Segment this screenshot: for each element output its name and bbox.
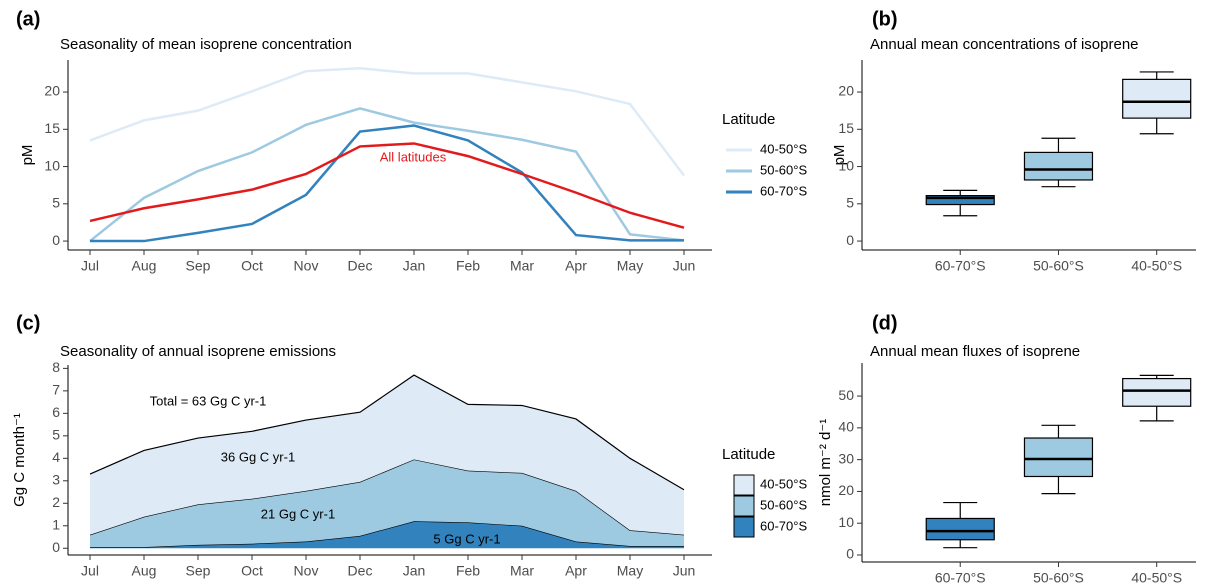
y-tick-label: 0	[52, 232, 60, 248]
area-band	[90, 521, 684, 549]
series-line	[89, 107, 685, 243]
panel-label: (a)	[16, 8, 40, 30]
x-tick-label: 50-60°S	[1033, 258, 1084, 274]
box	[1023, 151, 1094, 181]
legend-swatch	[733, 474, 755, 496]
y-axis-label: nmol m⁻² d⁻¹	[817, 419, 834, 507]
x-tick-label: Jan	[403, 563, 426, 579]
x-tick-label: Feb	[456, 258, 480, 274]
x-tick-label: Dec	[348, 258, 373, 274]
panel-title: Annual mean fluxes of isoprene	[870, 343, 1080, 360]
y-tick-label: 2	[52, 494, 60, 510]
panel-title: Annual mean concentrations of isoprene	[870, 36, 1139, 53]
y-tick-label: 0	[846, 232, 854, 248]
x-tick-label: Aug	[132, 563, 157, 579]
area-edge	[90, 520, 684, 548]
x-tick-label: Mar	[510, 258, 534, 274]
panel-label: (d)	[872, 312, 898, 334]
x-tick-label: Dec	[348, 563, 373, 579]
y-tick-label: 15	[44, 120, 60, 136]
x-tick-label: Jun	[673, 563, 696, 579]
y-tick-label: 8	[52, 359, 60, 375]
x-tick-label: Sep	[186, 258, 211, 274]
legend-label: 60-70°S	[760, 518, 807, 533]
legend-label: 40-50°S	[760, 141, 807, 156]
y-tick-label: 15	[838, 120, 854, 136]
series-line	[89, 66, 685, 177]
y-tick-label: 20	[838, 83, 854, 99]
y-tick-label: 50	[838, 387, 854, 403]
x-tick-label: Nov	[294, 258, 319, 274]
y-tick-label: 5	[52, 195, 60, 211]
legend-label: 50-60°S	[760, 162, 807, 177]
x-tick-label: Feb	[456, 563, 480, 579]
x-tick-label: Apr	[565, 258, 587, 274]
annotation: Total = 63 Gg C yr-1	[150, 393, 267, 408]
x-tick-label: 60-70°S	[935, 570, 986, 586]
box	[1122, 78, 1192, 119]
y-tick-label: 20	[44, 83, 60, 99]
y-tick-label: 10	[838, 157, 854, 173]
box	[925, 195, 995, 206]
box	[1023, 437, 1094, 478]
x-tick-label: Apr	[565, 563, 587, 579]
x-tick-label: May	[617, 258, 643, 274]
x-tick-label: May	[617, 563, 643, 579]
panel-label: (c)	[16, 312, 40, 334]
x-tick-label: Jun	[673, 258, 696, 274]
x-tick-label: 60-70°S	[935, 258, 986, 274]
area-edge	[89, 374, 685, 491]
y-tick-label: 0	[52, 539, 60, 555]
area-band	[90, 375, 684, 535]
annotation: 5 Gg C yr-1	[433, 531, 500, 546]
x-tick-label: Jul	[81, 258, 99, 274]
x-tick-label: Oct	[241, 563, 263, 579]
y-tick-label: 0	[846, 546, 854, 562]
area-band	[90, 459, 684, 548]
box	[925, 517, 995, 541]
y-tick-label: 30	[838, 450, 854, 466]
y-tick-label: 3	[52, 472, 60, 488]
x-tick-label: 50-60°S	[1033, 570, 1084, 586]
annotation: 21 Gg C yr-1	[261, 506, 335, 521]
box	[1122, 377, 1192, 407]
y-tick-label: 10	[44, 157, 60, 173]
x-tick-label: Jul	[81, 563, 99, 579]
x-tick-label: Mar	[510, 563, 534, 579]
y-tick-label: 1	[52, 516, 60, 532]
x-tick-label: 40-50°S	[1131, 258, 1182, 274]
series-line	[90, 124, 684, 243]
x-tick-label: Sep	[186, 563, 211, 579]
legend-label: 60-70°S	[760, 183, 807, 198]
legend-title: Latitude	[722, 446, 775, 463]
overall-line	[89, 142, 685, 229]
annotation: 36 Gg C yr-1	[221, 449, 295, 464]
x-tick-label: Oct	[241, 258, 263, 274]
y-tick-label: 5	[846, 195, 854, 211]
y-tick-label: 7	[52, 382, 60, 398]
y-tick-label: 4	[52, 449, 60, 465]
x-tick-label: Jan	[403, 258, 426, 274]
y-tick-label: 40	[838, 419, 854, 435]
y-axis-label: Gg C month⁻¹	[11, 413, 28, 507]
panel-label: (b)	[872, 8, 898, 30]
panel-title: Seasonality of annual isoprene emissions	[60, 343, 336, 360]
y-tick-label: 5	[52, 427, 60, 443]
panel-title: Seasonality of mean isoprene concentrati…	[60, 36, 352, 53]
overall-label: All latitudes	[380, 149, 447, 164]
legend-label: 40-50°S	[760, 476, 807, 491]
x-tick-label: Aug	[132, 258, 157, 274]
y-tick-label: 6	[52, 404, 60, 420]
legend-swatch	[733, 495, 755, 517]
y-tick-label: 20	[838, 482, 854, 498]
x-tick-label: 40-50°S	[1131, 570, 1182, 586]
legend-title: Latitude	[722, 111, 775, 128]
y-axis-label: pM	[19, 145, 36, 166]
legend-label: 50-60°S	[760, 497, 807, 512]
x-tick-label: Nov	[294, 563, 319, 579]
legend-swatch	[733, 516, 755, 538]
y-axis-label: pM	[831, 145, 848, 166]
y-tick-label: 10	[838, 514, 854, 530]
